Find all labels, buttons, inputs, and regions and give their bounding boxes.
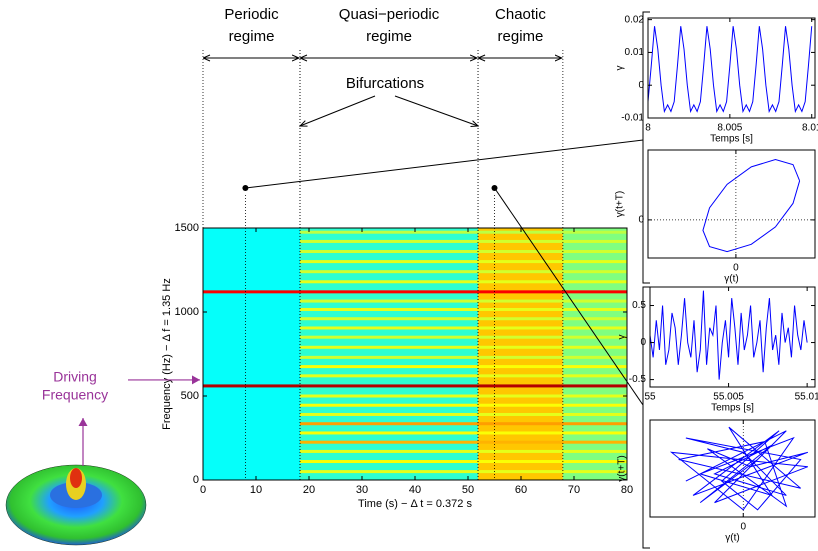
- y-tick-label: 0.5: [632, 300, 646, 311]
- sample-time-dot: [242, 185, 249, 191]
- spectral-line: [299, 345, 627, 349]
- inset-bracket: [642, 11, 650, 549]
- spectral-line: [299, 355, 627, 359]
- x-tick-label: 80: [621, 484, 633, 496]
- regime-label: Periodic: [224, 6, 279, 23]
- spectral-line: [299, 394, 627, 398]
- axes-frame: [649, 419, 816, 518]
- spectral-line: [299, 270, 627, 274]
- regime-label: regime: [366, 28, 412, 45]
- x-tick-label: 0: [200, 484, 206, 496]
- x-tick-label: 50: [462, 484, 474, 496]
- phase-trajectory: [669, 426, 809, 511]
- y-tick-label: -0.5: [629, 374, 647, 385]
- y-tick-label: 0.02: [625, 14, 645, 25]
- spectral-line: [299, 299, 627, 303]
- y-tick-label: 1500: [175, 222, 199, 234]
- spectral-line: [299, 230, 627, 234]
- axes-frame: [647, 149, 816, 259]
- axes-frame: [647, 17, 816, 119]
- x-tick-label: 70: [568, 484, 580, 496]
- y-tick-label: -0.01: [621, 113, 644, 124]
- series-line: [649, 290, 808, 380]
- y-tick-label: 0.01: [625, 47, 645, 58]
- y-tick-label: 0: [640, 337, 646, 348]
- driving-frequency-label: Driving: [53, 369, 97, 385]
- x-tick-label: 60: [515, 484, 527, 496]
- spectral-line: [203, 384, 627, 388]
- y-tick-label: 0: [638, 215, 644, 226]
- axes-frame: [649, 286, 816, 388]
- spectrogram-region: [478, 228, 563, 480]
- spectral-line: [299, 335, 627, 339]
- x-tick-label: 20: [303, 484, 315, 496]
- spectral-line: [299, 460, 627, 464]
- spectral-line: [299, 317, 627, 321]
- connector: [245, 139, 644, 189]
- driving-frequency-label: Frequency: [42, 387, 108, 403]
- x-tick-label: 8.01: [802, 123, 818, 134]
- y-axis-label: Frequency (Hz) − Δ f = 1.35 Hz: [161, 278, 173, 430]
- sample-time-dot: [491, 185, 498, 191]
- x-tick-label: 55: [644, 392, 656, 403]
- y-axis-label: γ(t+T): [615, 191, 626, 217]
- x-tick-label: 8: [645, 123, 651, 134]
- spectral-line: [299, 365, 627, 369]
- y-axis-label: γ(t+T): [617, 455, 628, 481]
- y-axis-label: γ: [617, 335, 628, 340]
- regime-label: regime: [229, 28, 275, 45]
- x-tick-label: 40: [409, 484, 421, 496]
- regime-label: Chaotic: [495, 6, 546, 23]
- spectral-line: [299, 326, 627, 330]
- y-tick-label: 0: [638, 80, 644, 91]
- x-tick-label: 55.01: [795, 392, 818, 403]
- spectral-line: [299, 280, 627, 284]
- spectral-line: [299, 239, 627, 243]
- torus-illustration: [5, 464, 147, 546]
- regime-label: regime: [498, 28, 544, 45]
- y-tick-label: 500: [181, 390, 199, 402]
- y-tick-label: 1000: [175, 306, 199, 318]
- spectral-line: [299, 422, 627, 426]
- spectrogram-region: [299, 228, 479, 480]
- spectrogram-region: [562, 228, 627, 480]
- x-tick-label: 55.005: [713, 392, 744, 403]
- spectral-line: [299, 449, 627, 453]
- series-line: [647, 26, 813, 114]
- x-tick-label: 0: [733, 263, 739, 274]
- x-tick-label: 8.005: [717, 123, 742, 134]
- spectral-line: [203, 290, 627, 294]
- x-axis-label: γ(t): [725, 533, 739, 544]
- spectral-line: [299, 250, 627, 254]
- x-axis-label: γ(t): [724, 274, 738, 285]
- x-tick-label: 0: [740, 522, 746, 533]
- bifurcation-arrow: [300, 95, 376, 126]
- spectral-line: [299, 403, 627, 407]
- spectrogram: [203, 228, 627, 480]
- connector: [494, 187, 644, 406]
- regime-label: Quasi−periodic: [339, 6, 440, 23]
- x-axis-label: Temps [s]: [710, 134, 753, 145]
- x-axis-label: Time (s) − Δ t = 0.372 s: [358, 498, 472, 510]
- spectral-line: [299, 412, 627, 416]
- bifurcation-arrow: [394, 95, 478, 126]
- spectral-line: [299, 470, 627, 474]
- spectral-line: [299, 440, 627, 444]
- x-tick-label: 30: [356, 484, 368, 496]
- y-axis-label: γ: [615, 66, 626, 71]
- spectral-line: [299, 260, 627, 264]
- y-tick-label: 0: [193, 474, 199, 486]
- phase-trajectory: [702, 159, 801, 253]
- x-tick-label: 10: [250, 484, 262, 496]
- spectral-line: [299, 307, 627, 311]
- annotation: Bifurcations: [346, 75, 424, 92]
- spectrogram-region: [203, 228, 300, 480]
- x-axis-label: Temps [s]: [711, 403, 754, 414]
- spectral-line: [299, 431, 627, 435]
- spectral-line: [299, 374, 627, 378]
